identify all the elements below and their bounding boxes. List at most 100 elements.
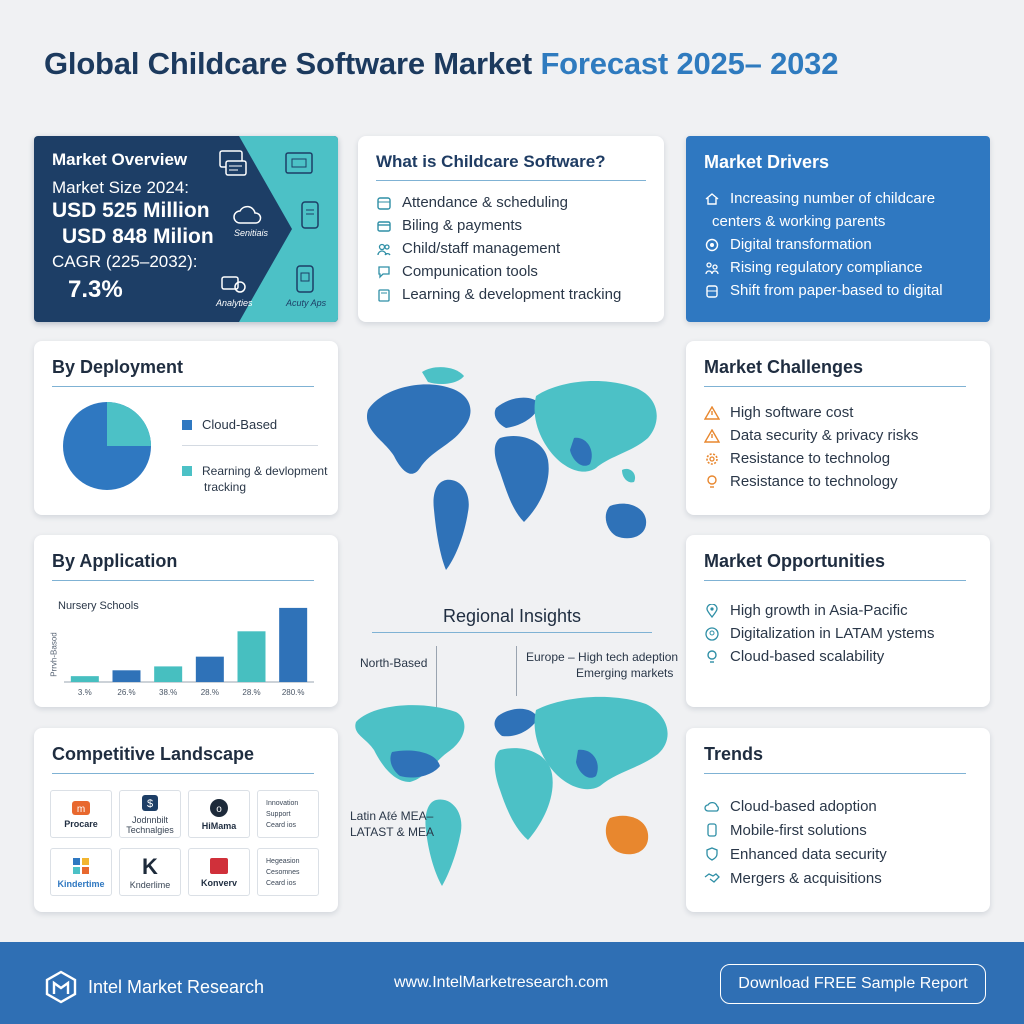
book-icon (376, 287, 392, 303)
compliance-icon (704, 260, 720, 276)
logo-info-label: Support (266, 810, 291, 818)
title-accent: Forecast 2025– 2032 (540, 46, 839, 81)
region-label-europe: Europe – High tech adeption (526, 650, 679, 664)
logo-konverv[interactable]: Konverv (188, 848, 250, 896)
chart-tick-label: 26.% (117, 688, 135, 697)
list-item-label: Data security & privacy risks (730, 427, 919, 444)
procare-icon: m (72, 800, 90, 815)
overview-icon-label: Analyties (216, 298, 253, 308)
legend-item-cloud: Cloud-Based (182, 417, 277, 432)
logo-name: Jodnnbilt Technalgies (126, 814, 174, 835)
what-is-list: Attendance & scheduling Biling & payment… (376, 191, 646, 306)
location-icon (704, 603, 720, 619)
list-item: Digital transformation (704, 233, 972, 256)
list-item-label: Child/staff management (402, 240, 561, 257)
overview-size-2024: USD 525 Million (52, 199, 210, 222)
phone-icon (301, 201, 319, 229)
calendar-icon (376, 195, 392, 211)
logo-name: Konverv (200, 877, 237, 888)
chart-bar (237, 631, 266, 682)
list-item-label: Biling & payments (402, 217, 523, 234)
legend-label: Rearning & devlopment (202, 464, 328, 478)
list-item-label: Resistance to technolog (730, 450, 891, 467)
chart-bar (154, 666, 183, 682)
divider (376, 180, 646, 181)
market-drivers-card: Market Drivers Increasing number of chil… (686, 136, 990, 322)
regional-title: Regional Insights (442, 606, 582, 626)
legend-label: tracking (204, 480, 247, 494)
list-item: Attendance & scheduling (376, 191, 646, 214)
legend-item-learning: Rearning & devlopment tracking (182, 463, 327, 495)
list-item-label: Attendance & scheduling (402, 194, 568, 211)
drivers-list: Increasing number of childcare centers &… (704, 187, 972, 302)
legend-label: Cloud-Based (202, 417, 278, 432)
what-is-title: What is Childcare Software? (376, 152, 606, 171)
list-item: High software cost (704, 401, 972, 424)
divider (372, 632, 652, 633)
brand-name: Intel Market Research (88, 976, 265, 997)
list-item: Compunication tools (376, 260, 646, 283)
footer: Intel Market Research www.IntelMarketres… (0, 942, 1024, 1024)
download-sample-button[interactable]: Download FREE Sample Report (720, 964, 986, 1004)
list-item: Child/staff management (376, 237, 646, 260)
legend-swatch (182, 419, 192, 430)
kindertime-icon (73, 857, 89, 874)
person-icon (704, 626, 720, 642)
logo-himama[interactable]: o HiMama (188, 790, 250, 838)
logo-info-a: Innovation Support Ceard ios (257, 790, 319, 838)
list-item-label: Digital transformation (730, 236, 872, 253)
list-item-label: Mergers & acquisitions (730, 869, 882, 887)
chart-title: Nursery Schools (58, 600, 139, 612)
logo-kindertime[interactable]: Kindertime (50, 848, 112, 896)
list-item-label: Rising regulatory compliance (730, 259, 923, 276)
divider (704, 773, 966, 774)
website-link[interactable]: www.IntelMarketresearch.com (394, 974, 609, 991)
handshake-icon (704, 870, 720, 886)
region-label-latam-line: Latin Aℓé MEA– (350, 809, 434, 823)
list-item-label: Resistance to technology (730, 473, 898, 490)
svg-text:o: o (216, 804, 222, 815)
people-icon (376, 241, 392, 257)
chart-bar (195, 656, 224, 682)
page-title: Global Childcare Software Market Forecas… (44, 46, 984, 82)
list-item: Cloud-based scalability (704, 645, 972, 668)
list-item-label: Mobile-first solutions (730, 821, 867, 839)
region-label-latam: Latin Aℓé MEA– LATAST & MEA (350, 808, 434, 840)
list-item: centers & working parents (704, 210, 972, 233)
market-overview-card: Market Overview Market Size 2024: USD 52… (34, 136, 338, 322)
world-map-bottom (355, 696, 668, 886)
logo-knderlime[interactable]: K Knderlime (119, 848, 181, 896)
list-item-label: centers & working parents (712, 213, 886, 230)
overview-cagr-value: 7.3% (68, 276, 123, 303)
deployment-card: By Deployment Cloud-Based Rearning & dev… (34, 341, 338, 515)
list-item-label: Increasing number of childcare (730, 190, 936, 207)
bulb-icon (704, 474, 720, 490)
list-item: Rising regulatory compliance (704, 256, 972, 279)
brand[interactable]: Intel Market Research (44, 970, 264, 1004)
logo-name: Kindertime (57, 878, 105, 889)
overview-icon-label: Acuty Aps (286, 298, 327, 308)
divider (704, 580, 966, 581)
brand-logo-icon (45, 970, 77, 1004)
list-item: Data security & privacy risks (704, 424, 972, 447)
leader-line (436, 646, 437, 736)
himama-icon: o (210, 798, 228, 817)
deployment-pie-chart (63, 402, 151, 490)
list-item: Digitalization in LATAM ystems (704, 622, 972, 645)
analytics-icon (221, 276, 246, 293)
billing-icon (376, 218, 392, 234)
overview-icon-label: Senitiais (234, 228, 269, 238)
svg-text:K: K (142, 855, 158, 877)
list-item-label: High software cost (730, 404, 854, 421)
list-item: Mergers & acquisitions (704, 866, 972, 890)
logo-info-label: Ceard ios (266, 879, 296, 887)
list-item-label: Shift from paper-based to digital (730, 282, 943, 299)
logo-jodnnbilt[interactable]: $ Jodnnbilt Technalgies (119, 790, 181, 838)
competitive-title: Competitive Landscape (52, 744, 255, 764)
divider (52, 773, 314, 774)
divider (182, 445, 318, 446)
dashboard-icon (219, 150, 247, 176)
pie-slice-other (107, 402, 151, 446)
divider (704, 386, 966, 387)
logo-procare[interactable]: m Procare (50, 790, 112, 838)
